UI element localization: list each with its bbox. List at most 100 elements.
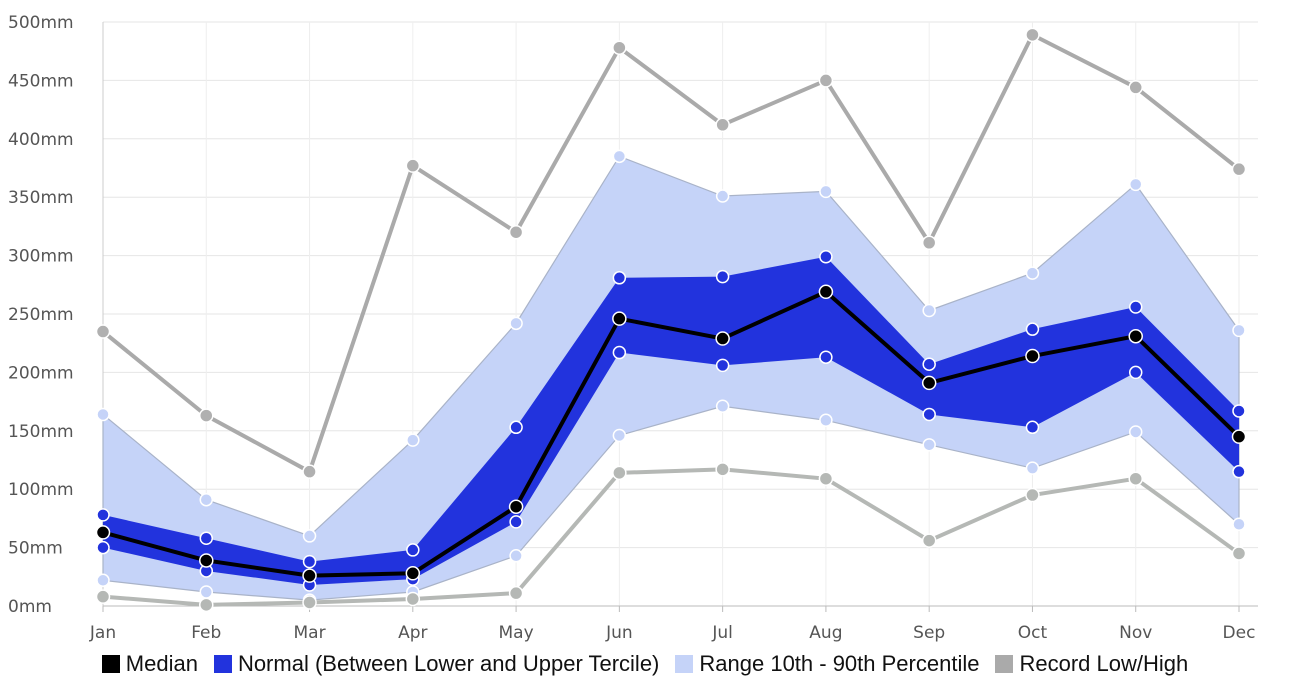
- median-point: [199, 553, 214, 568]
- range-lower-point: [1025, 461, 1040, 475]
- legend: Median Normal (Between Lower and Upper T…: [0, 649, 1290, 679]
- normal-lower-point: [1128, 365, 1143, 380]
- range-lower-point: [96, 573, 110, 588]
- record-low-point: [612, 465, 627, 481]
- range-lower-point: [199, 585, 214, 599]
- record-high-point: [818, 73, 834, 88]
- record-high-point: [95, 324, 111, 339]
- x-tick-label: Feb: [191, 623, 221, 643]
- y-tick-label: 500mm: [8, 13, 74, 33]
- median-point: [818, 284, 834, 300]
- x-tick-label: Nov: [1119, 623, 1152, 643]
- range-upper-point: [96, 407, 110, 422]
- median-point: [95, 525, 111, 540]
- record-low-line: [102, 467, 1241, 607]
- range-upper-point: [199, 492, 214, 507]
- record-low-point: [715, 462, 730, 477]
- normal-upper-point: [1128, 300, 1143, 314]
- record-high-point: [302, 464, 317, 479]
- normal-lower-point: [612, 345, 627, 360]
- range-upper-point: [1128, 177, 1143, 192]
- normal-lower-point: [715, 358, 730, 373]
- normal-upper-point: [199, 531, 214, 546]
- range-upper-point: [1025, 266, 1040, 280]
- normal-lower-point: [1232, 464, 1246, 479]
- normal-upper-point: [96, 508, 110, 522]
- median-point: [1231, 429, 1247, 444]
- record-low-point: [1128, 471, 1143, 486]
- legend-label-normal: Normal (Between Lower and Upper Tercile): [237, 651, 660, 676]
- normal-lower-point: [1025, 420, 1040, 435]
- rainfall-chart: 0mm 50mm 100mm 150mm 200mm 250mm 300mm 350mm 400…: [8, 13, 1258, 643]
- range-lower-point: [1128, 425, 1143, 439]
- range-upper-point: [406, 433, 420, 447]
- normal-upper-point: [922, 357, 936, 371]
- normal-upper-point: [509, 420, 523, 435]
- range-lower-point: [819, 413, 833, 428]
- normal-upper-point: [1025, 322, 1040, 336]
- y-tick-label: 350mm: [8, 188, 74, 208]
- median-line: [102, 289, 1241, 578]
- record-low-point: [508, 585, 524, 601]
- legend-item-normal[interactable]: Normal (Between Lower and Upper Tercile): [213, 651, 660, 677]
- x-tick-label: May: [499, 623, 534, 643]
- legend-label-record: Record Low/High: [1019, 651, 1189, 676]
- normal-upper-point: [612, 271, 627, 285]
- x-tick-label: Oct: [1018, 623, 1048, 643]
- normal-lower-point: [819, 350, 833, 364]
- normal-upper-point: [819, 250, 833, 264]
- range-lower-point: [509, 549, 523, 563]
- record-low-point: [818, 471, 834, 486]
- range-upper-point: [612, 149, 627, 164]
- range-upper-point: [1232, 323, 1246, 338]
- normal-upper-point: [1232, 404, 1246, 418]
- x-tick-label: Apr: [398, 623, 427, 643]
- normal-upper-point: [406, 543, 420, 557]
- record-high-point: [612, 40, 627, 55]
- legend-item-range[interactable]: Range 10th - 90th Percentile: [675, 651, 979, 677]
- y-tick-label: 450mm: [8, 71, 74, 91]
- range-lower-point: [715, 399, 730, 414]
- legend-item-median[interactable]: Median: [101, 651, 198, 677]
- record-high-point: [1231, 161, 1247, 177]
- x-tick-label: Jan: [89, 623, 116, 643]
- record-low-point: [302, 595, 317, 610]
- median-point: [405, 566, 421, 581]
- record-high-point: [1128, 80, 1143, 95]
- range-upper-point: [509, 316, 523, 331]
- median-point: [302, 568, 317, 583]
- normal-lower-point: [96, 540, 110, 555]
- record-low-point: [1025, 487, 1040, 503]
- record-high-point: [715, 117, 730, 133]
- median-point: [715, 331, 730, 346]
- median-point: [921, 375, 937, 391]
- x-tick-label: Jul: [711, 623, 733, 643]
- legend-swatch-range: [675, 655, 694, 673]
- record-low-point: [199, 597, 214, 613]
- normal-band: [103, 256, 1239, 585]
- y-tick-label: 200mm: [8, 363, 74, 383]
- legend-label-range: Range 10th - 90th Percentile: [699, 651, 980, 676]
- range-lower-point: [922, 438, 936, 452]
- record-high-point: [508, 224, 524, 240]
- normal-lower-point: [922, 407, 936, 422]
- y-tick-label: 300mm: [8, 247, 74, 267]
- y-tick-label: 150mm: [8, 422, 74, 442]
- legend-item-record[interactable]: Record Low/High: [995, 651, 1188, 677]
- range-lower-point: [612, 428, 627, 443]
- legend-swatch-record: [995, 655, 1014, 673]
- y-tick-label: 250mm: [8, 305, 74, 325]
- record-low-point: [921, 533, 937, 548]
- x-tick-label: Aug: [809, 623, 842, 643]
- x-tick-label: Sep: [913, 623, 945, 643]
- record-high-point: [199, 408, 214, 423]
- x-tick-label: Jun: [605, 623, 633, 643]
- median-point: [612, 311, 627, 326]
- record-low-point: [405, 591, 421, 607]
- median-point: [508, 499, 524, 514]
- normal-upper-point: [302, 554, 317, 569]
- record-low-point: [95, 589, 111, 604]
- record-high-point: [921, 235, 937, 251]
- y-tick-label: 0mm: [8, 597, 52, 617]
- y-tick-label: 100mm: [8, 480, 74, 500]
